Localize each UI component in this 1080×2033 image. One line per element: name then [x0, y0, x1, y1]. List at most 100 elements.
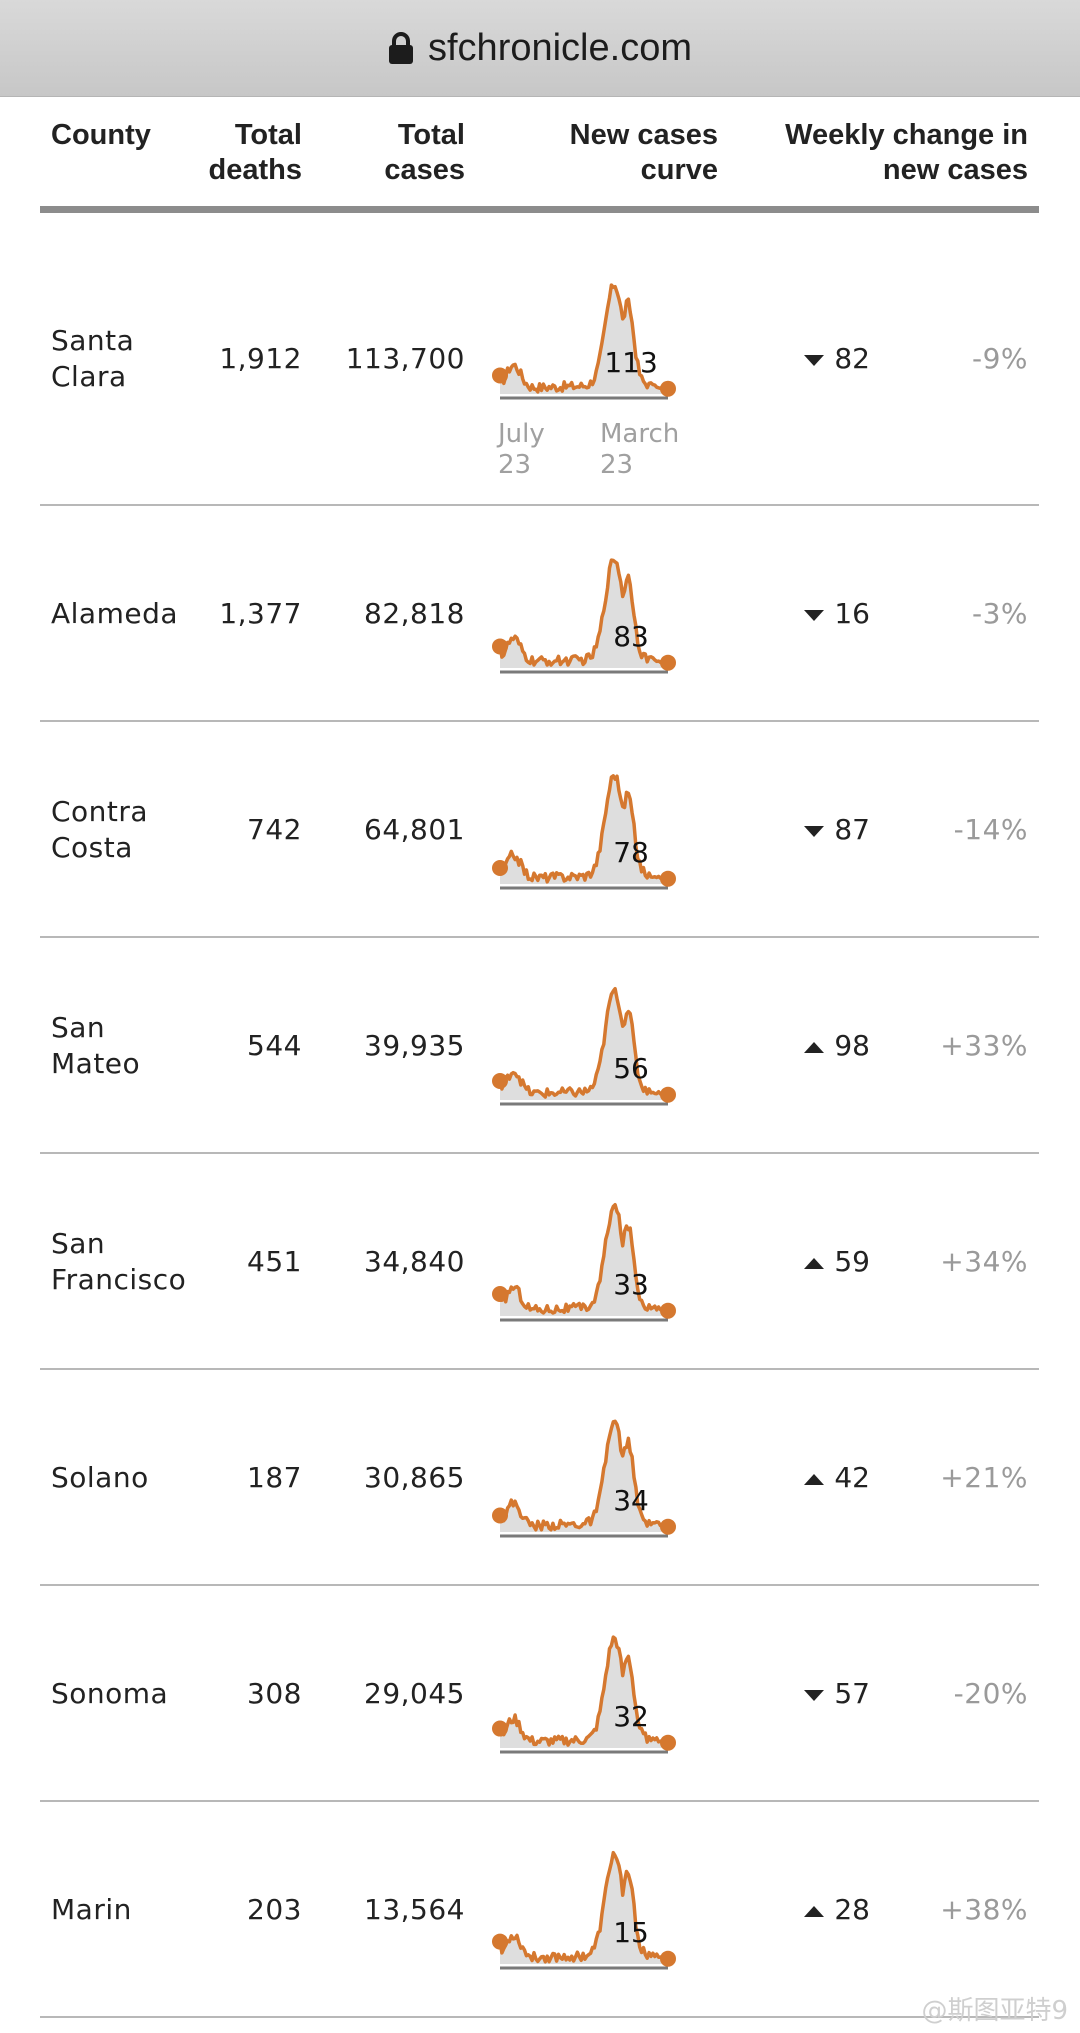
- row-divider: [40, 1368, 1039, 1370]
- sparkline-start-dot: [492, 1286, 508, 1303]
- weekly-change-percent: +21%: [940, 1461, 1028, 1494]
- header-curve-line1: New cases: [569, 119, 718, 151]
- sparkline-value-label: 83: [613, 620, 649, 653]
- new-cases-sparkline: 32: [492, 1635, 676, 1754]
- header-total-deaths-line2: deaths: [208, 154, 302, 186]
- axis-start-month: July: [498, 419, 545, 449]
- sparkline-value-label: 113: [604, 346, 657, 379]
- axis-label-end: March 23: [600, 419, 679, 481]
- weekly-change-percent: -9%: [971, 342, 1028, 375]
- county-name-line2: Francisco: [51, 1263, 187, 1296]
- county-name-line1: San: [51, 1227, 106, 1260]
- total-cases: 113,700: [345, 342, 465, 375]
- weekly-change: 28: [790, 1892, 870, 1928]
- new-cases-sparkline: 83: [492, 558, 676, 674]
- header-weekly-line1: Weekly change in: [785, 119, 1028, 151]
- weekly-change-value: 57: [834, 1677, 870, 1710]
- new-cases-sparkline: 78: [492, 774, 676, 890]
- row-divider: [40, 1800, 1039, 1802]
- sparkline-line: [498, 283, 669, 394]
- total-deaths: 1,377: [219, 597, 302, 630]
- triangle-down-icon: [804, 609, 825, 621]
- weekly-change-percent: +33%: [940, 1029, 1028, 1062]
- sparkline-value-label: 78: [613, 836, 649, 869]
- sparkline-start-dot: [492, 1720, 508, 1737]
- new-cases-sparkline: 113: [492, 283, 676, 400]
- weekly-change-value: 98: [834, 1029, 870, 1062]
- sparkline-value-label: 15: [613, 1916, 649, 1949]
- new-cases-sparkline: 33: [492, 1202, 676, 1322]
- weekly-change: 87: [790, 812, 870, 848]
- sparkline-value-label: 56: [613, 1052, 649, 1085]
- sparkline-start-dot: [492, 638, 508, 655]
- row-divider: [40, 936, 1039, 938]
- county-name-line2: Clara: [51, 360, 127, 393]
- sparkline-start-dot: [492, 1072, 508, 1089]
- weekly-change: 98: [790, 1028, 870, 1064]
- sparkline-line: [498, 1635, 670, 1747]
- total-deaths: 742: [247, 813, 302, 846]
- sparkline-line: [498, 1850, 669, 1964]
- weekly-change-value: 16: [834, 597, 870, 630]
- sparkline-start-dot: [492, 367, 508, 384]
- total-cases: 29,045: [364, 1677, 465, 1710]
- sparkline-start-dot: [492, 1933, 508, 1950]
- sparkline-end-dot: [660, 380, 676, 397]
- county-name-line1: Contra: [51, 795, 149, 828]
- axis-start-day: 23: [498, 450, 532, 480]
- sparkline-start-dot: [492, 859, 508, 876]
- new-cases-sparkline: 15: [492, 1850, 676, 1970]
- county-name: Santa Clara: [51, 323, 134, 395]
- header-new-cases-curve: New cases curve: [510, 118, 718, 188]
- triangle-up-icon: [804, 1257, 825, 1269]
- total-deaths: 544: [247, 1029, 302, 1062]
- header-weekly-line2: new cases: [882, 154, 1028, 186]
- weekly-change: 57: [790, 1676, 870, 1712]
- sparkline-value-label: 33: [613, 1268, 649, 1301]
- sparkline-end-dot: [660, 870, 676, 887]
- triangle-down-icon: [804, 354, 825, 366]
- sparkline-value-label: 32: [613, 1700, 649, 1733]
- total-cases: 30,865: [364, 1461, 465, 1494]
- weekly-change: 42: [790, 1460, 870, 1496]
- total-cases: 39,935: [364, 1029, 465, 1062]
- header-divider: [40, 206, 1039, 213]
- header-curve-line2: curve: [640, 154, 718, 186]
- sparkline-end-dot: [660, 1086, 676, 1103]
- header-total-cases-line2: cases: [384, 154, 465, 186]
- browser-url-bar[interactable]: sfchronicle.com: [0, 0, 1080, 97]
- axis-end-month: March: [600, 419, 680, 449]
- sparkline-line: [498, 558, 669, 667]
- lock-icon: [389, 32, 413, 64]
- total-cases: 34,840: [364, 1245, 465, 1278]
- watermark-text: @斯图亚特9: [921, 1996, 1068, 2026]
- weekly-change-value: 82: [834, 342, 870, 375]
- row-divider: [40, 1152, 1039, 1154]
- sparkline-end-dot: [660, 654, 676, 671]
- weekly-change-percent: -14%: [953, 813, 1028, 846]
- total-deaths: 203: [247, 1893, 302, 1926]
- row-divider: [40, 720, 1039, 722]
- weekly-change: 59: [790, 1244, 870, 1280]
- url-text: sfchronicle.com: [428, 26, 692, 69]
- triangle-up-icon: [804, 1473, 825, 1485]
- county-name-line1: San: [51, 1011, 106, 1044]
- weekly-change-percent: -3%: [971, 597, 1028, 630]
- county-name: San Francisco: [51, 1226, 186, 1298]
- sparkline-value-label: 34: [613, 1484, 649, 1517]
- total-cases: 82,818: [364, 597, 465, 630]
- row-divider: [40, 2016, 1039, 2018]
- total-cases: 13,564: [364, 1893, 465, 1926]
- sparkline-start-dot: [492, 1507, 508, 1524]
- county-name: Marin: [51, 1892, 132, 1928]
- axis-label-start: July 23: [498, 419, 545, 481]
- weekly-change-value: 42: [834, 1461, 870, 1494]
- sparkline-line: [499, 774, 670, 884]
- county-name: Sonoma: [51, 1676, 168, 1712]
- new-cases-sparkline: 34: [492, 1419, 676, 1538]
- header-weekly-change: Weekly change in new cases: [740, 118, 1028, 188]
- county-name: Alameda: [51, 596, 178, 632]
- header-total-deaths: Total deaths: [150, 118, 302, 188]
- sparkline-end-dot: [660, 1302, 676, 1319]
- weekly-change-value: 59: [834, 1245, 870, 1278]
